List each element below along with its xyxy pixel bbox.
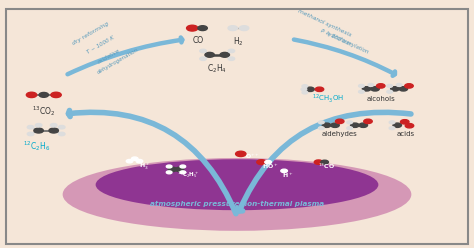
Circle shape (405, 84, 413, 88)
Circle shape (351, 123, 359, 127)
Text: $^{13}$CO$_2$: $^{13}$CO$_2$ (32, 104, 55, 118)
Circle shape (368, 84, 374, 86)
Circle shape (36, 124, 42, 127)
Circle shape (314, 160, 323, 164)
Text: H$_3^+$: H$_3^+$ (139, 161, 150, 172)
Text: H$_2$: H$_2$ (233, 36, 244, 48)
Circle shape (180, 165, 186, 168)
Text: C$_2$H$_4$: C$_2$H$_4$ (207, 62, 227, 75)
Circle shape (396, 84, 402, 86)
Text: aldehydes: aldehydes (322, 131, 357, 137)
Circle shape (281, 169, 287, 173)
Circle shape (387, 90, 392, 93)
Circle shape (228, 57, 235, 61)
Circle shape (389, 127, 395, 130)
Circle shape (319, 121, 324, 124)
Text: H$^+$: H$^+$ (282, 171, 293, 180)
Circle shape (302, 91, 308, 94)
Circle shape (359, 123, 367, 127)
Circle shape (58, 132, 65, 136)
Circle shape (39, 93, 48, 97)
Text: P ~ 100 bar: P ~ 100 bar (320, 29, 352, 47)
Circle shape (126, 159, 133, 163)
Circle shape (34, 128, 43, 133)
Circle shape (302, 85, 308, 88)
Circle shape (399, 87, 408, 91)
Circle shape (50, 124, 57, 127)
Circle shape (306, 87, 314, 92)
Circle shape (27, 132, 34, 136)
Circle shape (322, 123, 331, 127)
Circle shape (166, 165, 172, 168)
Circle shape (49, 128, 58, 133)
Circle shape (200, 57, 206, 61)
Circle shape (376, 84, 385, 88)
Circle shape (321, 160, 328, 164)
Circle shape (180, 171, 186, 174)
Circle shape (389, 121, 395, 124)
Circle shape (27, 92, 36, 97)
Circle shape (168, 167, 177, 172)
Circle shape (239, 26, 249, 31)
Circle shape (405, 124, 414, 128)
Circle shape (358, 85, 364, 87)
Circle shape (336, 119, 344, 124)
Circle shape (331, 123, 339, 127)
Ellipse shape (63, 158, 411, 231)
Text: $^{13}$CO: $^{13}$CO (318, 162, 335, 171)
Circle shape (187, 25, 198, 31)
Circle shape (51, 92, 61, 97)
Circle shape (347, 127, 353, 130)
Circle shape (175, 167, 184, 172)
Circle shape (220, 52, 229, 57)
Ellipse shape (96, 159, 378, 210)
Circle shape (131, 157, 138, 160)
Text: $^{12}$C$_2$H$_6$: $^{12}$C$_2$H$_6$ (23, 139, 50, 153)
Text: acids: acids (397, 131, 415, 137)
Circle shape (228, 26, 237, 31)
Text: O$^{++}$: O$^{++}$ (246, 152, 261, 161)
Text: HO$^+$: HO$^+$ (263, 162, 279, 171)
Circle shape (371, 87, 379, 91)
Circle shape (166, 171, 172, 174)
Circle shape (205, 52, 214, 57)
Circle shape (236, 151, 246, 156)
Circle shape (200, 49, 206, 53)
Circle shape (27, 125, 34, 129)
Text: hydroformylation: hydroformylation (325, 31, 370, 55)
Circle shape (358, 90, 364, 93)
Circle shape (393, 123, 401, 127)
Text: dehydrogenation: dehydrogenation (97, 47, 140, 75)
Circle shape (228, 49, 235, 53)
Circle shape (58, 125, 65, 129)
Circle shape (387, 85, 392, 87)
FancyBboxPatch shape (6, 9, 468, 244)
Circle shape (347, 121, 353, 124)
Text: CO: CO (193, 36, 204, 45)
Text: atmospheric pressure non-thermal plasma: atmospheric pressure non-thermal plasma (150, 201, 324, 207)
Circle shape (391, 87, 399, 91)
Circle shape (198, 26, 207, 31)
Circle shape (364, 119, 372, 124)
Text: dry reforming: dry reforming (72, 21, 110, 46)
Circle shape (136, 159, 143, 163)
Text: T ~ 1000 K: T ~ 1000 K (86, 35, 115, 55)
Circle shape (257, 160, 266, 165)
Text: alcohols: alcohols (366, 96, 395, 102)
Circle shape (301, 88, 307, 91)
Text: $^{12}$C$_2$H$_5^+$: $^{12}$C$_2$H$_5^+$ (177, 169, 199, 180)
Circle shape (401, 120, 409, 124)
Text: oxidative: oxidative (97, 48, 121, 65)
Text: methanol synthesis: methanol synthesis (297, 9, 352, 38)
Circle shape (362, 87, 371, 91)
Circle shape (265, 160, 272, 164)
Text: $^{12}$CH$_3$OH: $^{12}$CH$_3$OH (312, 93, 345, 105)
Circle shape (319, 127, 324, 130)
Circle shape (315, 87, 324, 92)
